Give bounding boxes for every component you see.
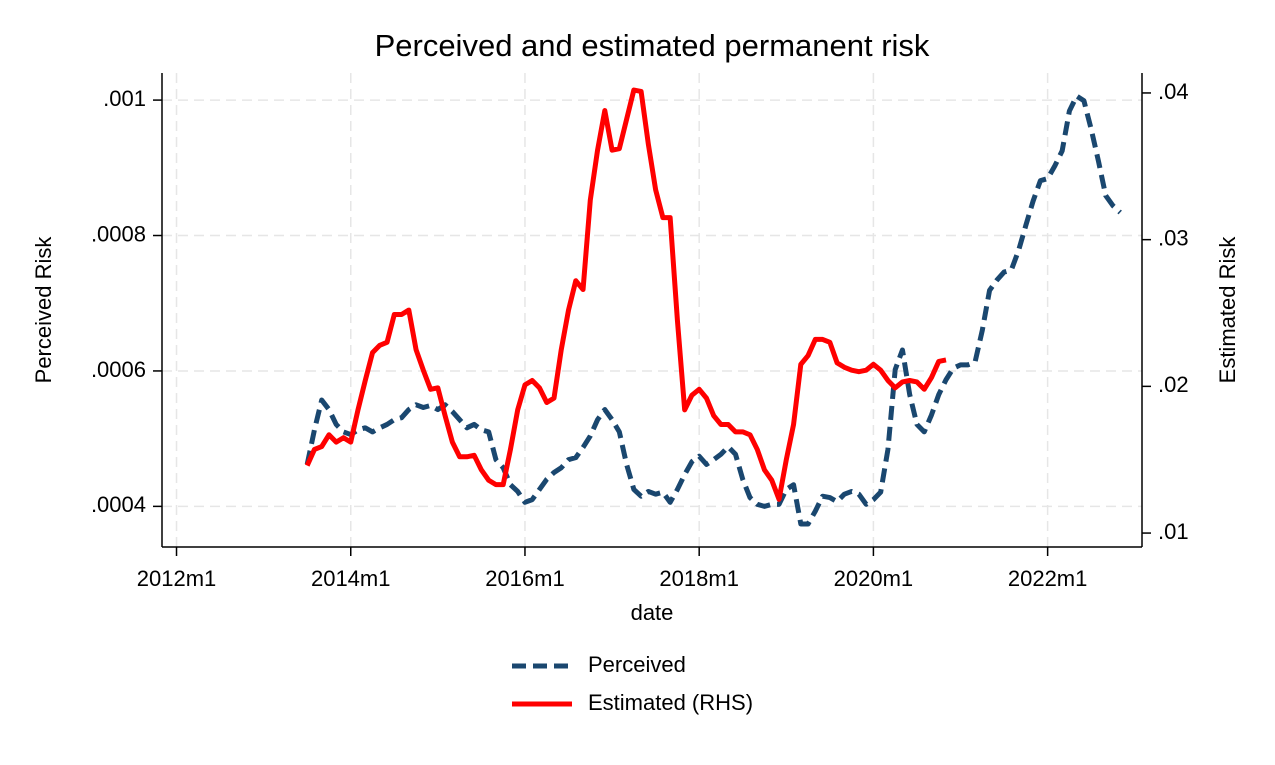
x-tick-label: 2018m1	[659, 566, 739, 591]
y-tick-label: .0004	[91, 492, 146, 517]
chart-title: Perceived and estimated permanent risk	[375, 28, 930, 63]
x-axis-title: date	[631, 600, 674, 625]
y-tick-label: .0008	[91, 221, 146, 246]
x-tick-label: 2020m1	[834, 566, 914, 591]
x-tick-label: 2012m1	[137, 566, 217, 591]
y-tick-label: .0006	[91, 357, 146, 382]
y2-tick-label: .02	[1158, 372, 1189, 397]
legend-label: Perceived	[588, 652, 686, 677]
x-tick-label: 2016m1	[485, 566, 565, 591]
legend-label: Estimated (RHS)	[588, 690, 753, 715]
y2-tick-label: .04	[1158, 79, 1189, 104]
y-axis-title: Perceived Risk	[31, 236, 56, 384]
y2-tick-label: .03	[1158, 225, 1189, 250]
series-line	[304, 87, 947, 502]
x-tick-label: 2014m1	[311, 566, 391, 591]
x-tick-label: 2022m1	[1008, 566, 1088, 591]
y-tick-label: .001	[103, 86, 146, 111]
y2-axis-title: Estimated Risk	[1215, 236, 1240, 384]
y2-tick-label: .01	[1158, 519, 1189, 544]
